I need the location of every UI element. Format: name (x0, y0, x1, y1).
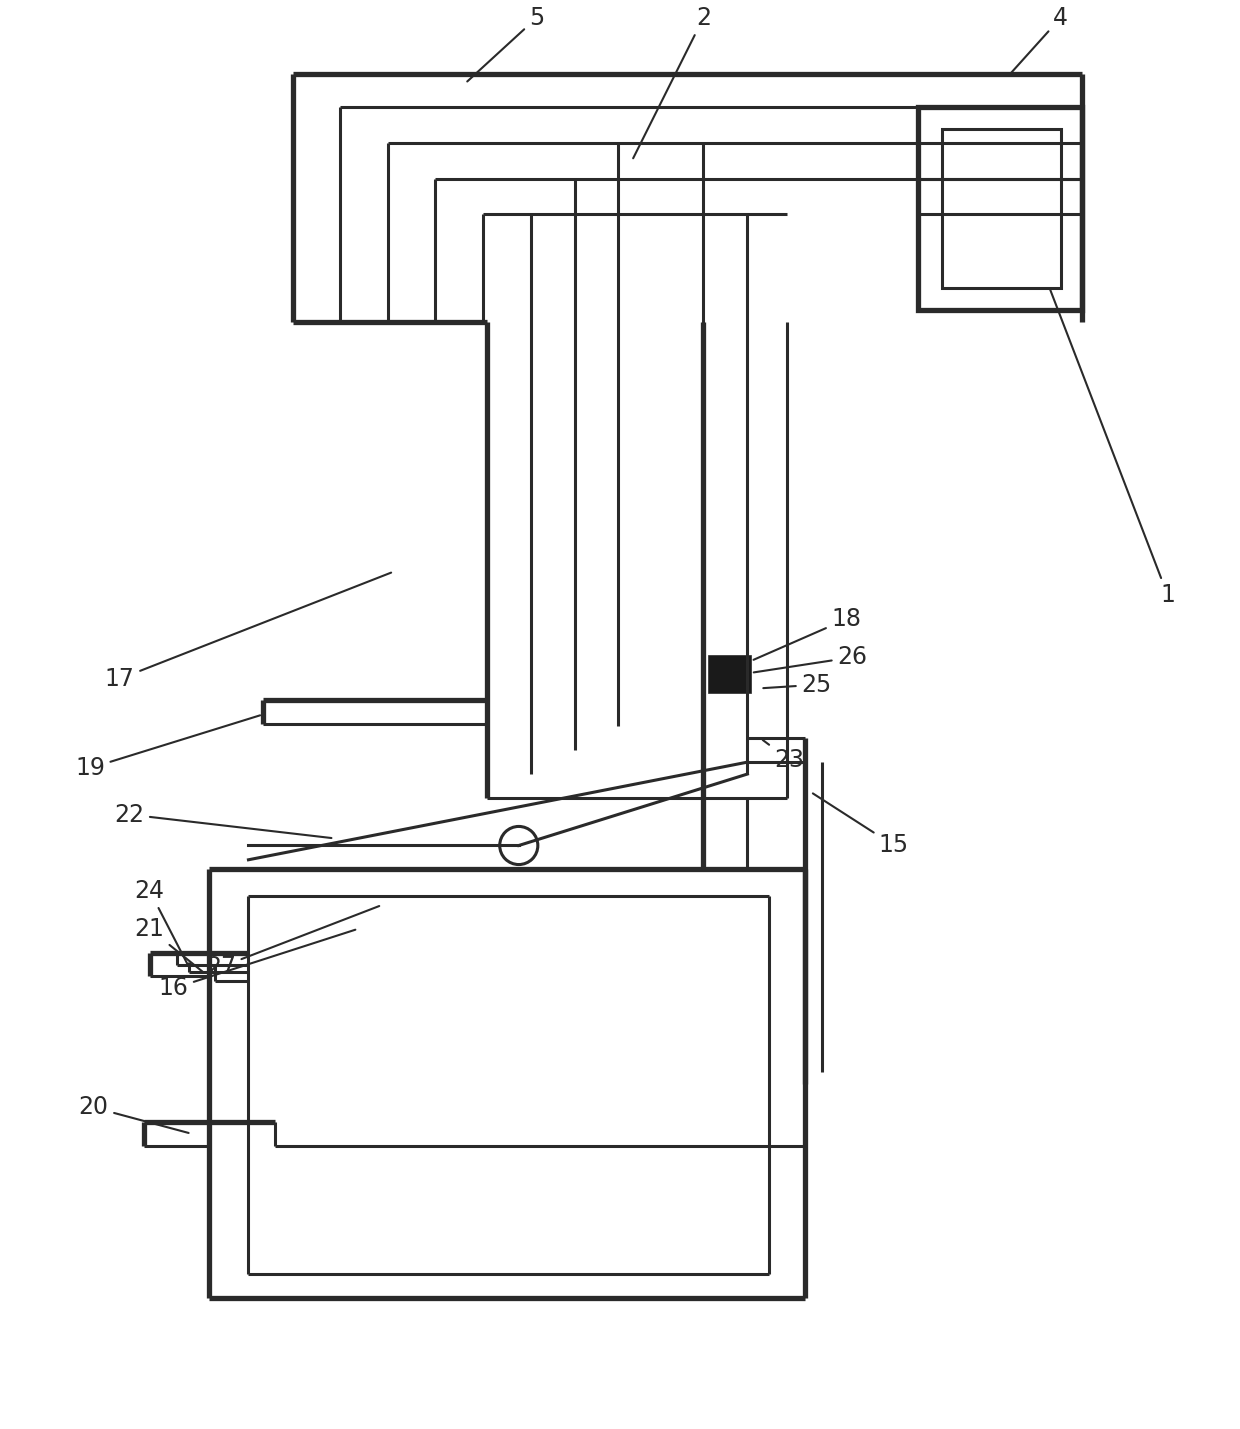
Text: 15: 15 (813, 793, 909, 857)
Circle shape (500, 826, 538, 865)
Text: 22: 22 (114, 803, 331, 837)
Text: 16: 16 (159, 930, 356, 1000)
Bar (708, 654, 751, 693)
Text: 26: 26 (754, 646, 867, 673)
Text: 20: 20 (78, 1096, 188, 1133)
Text: 25: 25 (764, 673, 832, 697)
Text: 17: 17 (105, 573, 391, 690)
Text: 18: 18 (754, 607, 862, 660)
Text: 23: 23 (763, 740, 804, 772)
Text: 24: 24 (135, 879, 187, 965)
Bar (941, 129, 1060, 289)
Text: 2: 2 (634, 6, 711, 159)
Text: 5: 5 (467, 6, 544, 81)
Text: 27: 27 (206, 906, 379, 979)
Text: 4: 4 (1009, 6, 1068, 76)
Text: 19: 19 (76, 716, 260, 780)
Text: 1: 1 (1050, 289, 1176, 607)
Bar (918, 107, 1083, 310)
Text: 21: 21 (135, 917, 203, 972)
